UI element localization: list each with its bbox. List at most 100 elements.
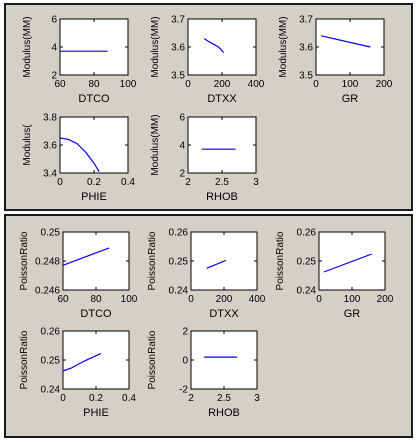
x-tick-label: 200 (376, 79, 393, 90)
y-axis-label: Modulus(MM) (278, 16, 289, 77)
y-tick-label: 3.8 (43, 113, 57, 124)
plot-area (62, 330, 130, 390)
y-axis-label: PoissonRatio (19, 231, 30, 290)
x-axis-label: RHOB (206, 191, 238, 203)
x-axis-label: GR (344, 308, 361, 320)
x-tick-label: 400 (249, 294, 266, 305)
series-line (320, 35, 371, 48)
y-tick-label: 3.5 (299, 71, 313, 82)
chart-rhob-bottom: 2 2.5 3 -2 0 2 RHOB PoissonRatio (147, 327, 260, 420)
x-tick-label: 0 (57, 177, 63, 188)
y-tick-label: 2 (51, 71, 57, 82)
plot-area (59, 116, 129, 174)
x-axis-label: PHIE (83, 407, 109, 419)
x-tick-label: 100 (342, 79, 359, 90)
y-tick-label: 2 (182, 327, 188, 338)
series-line (59, 137, 100, 172)
x-tick-label: 0.2 (87, 177, 101, 188)
chart-gr-top: 0 100 200 3.5 3.6 3.7 GR Modulus(MM) (278, 15, 393, 106)
y-tick-label: 3.6 (299, 43, 313, 54)
x-axis-label: GR (342, 93, 359, 105)
chart-gr-bottom: 0 100 200 0.24 0.25 0.26 GR PoissonRatio (275, 228, 394, 321)
y-tick-label: 3.6 (43, 141, 57, 152)
panel-poisson-ratio: 60 80 100 0.246 0.248 0.25 DTCO PoissonRatio 0 20… (4, 214, 413, 438)
chart-dtco-top: 60 80 100 2 4 6 DTCO Modulus(MM) (22, 15, 137, 106)
y-tick-label: 0.246 (35, 286, 60, 297)
x-tick-label: 3 (253, 177, 259, 188)
x-tick-label: 100 (344, 294, 361, 305)
x-tick-label: 0 (313, 79, 319, 90)
y-axis-label: Modulus( (22, 124, 33, 166)
chart-dtxx-bottom: 0 200 400 0.24 0.25 0.26 DTXX PoissonRatio (147, 228, 266, 321)
x-tick-label: 100 (121, 294, 138, 305)
y-axis-label: Modulus(MM) (22, 16, 33, 77)
y-tick-label: 3.5 (171, 71, 185, 82)
x-tick-label: 2 (185, 177, 191, 188)
x-tick-label: 0.2 (89, 393, 103, 404)
y-axis-label: Modulus(MM) (150, 16, 161, 77)
plot-area (59, 18, 129, 76)
y-tick-label: 0.25 (41, 228, 61, 239)
series-line (62, 247, 110, 266)
plot-area (315, 18, 385, 76)
plot-area (187, 18, 257, 76)
y-tick-label: 4 (179, 141, 185, 152)
y-tick-label: 0.25 (169, 257, 189, 268)
plot-area (190, 330, 258, 390)
panel-modulus: 60 80 100 2 4 6 DTCO Modulus(MM) 0 200 400 3.5 3.6 3.… (4, 3, 413, 211)
x-axis-label: PHIE (81, 191, 107, 203)
x-tick-label: 0 (188, 294, 194, 305)
y-tick-label: 2 (179, 169, 185, 180)
x-tick-label: 100 (120, 79, 137, 90)
y-tick-label: 0.25 (41, 356, 61, 367)
y-axis-label: Modulus(MM) (150, 114, 161, 175)
x-tick-label: 60 (54, 79, 66, 90)
x-tick-label: 200 (216, 294, 233, 305)
x-axis-label: RHOB (208, 407, 240, 419)
y-tick-label: 6 (51, 15, 57, 26)
x-axis-label: DTCO (80, 308, 112, 320)
y-tick-label: 3.7 (299, 15, 313, 26)
x-tick-label: 80 (90, 294, 102, 305)
chart-dtco-bottom: 60 80 100 0.246 0.248 0.25 DTCO PoissonRatio (19, 228, 138, 321)
x-tick-label: 2.5 (217, 393, 231, 404)
y-tick-label: 3.7 (171, 15, 185, 26)
y-tick-label: 0.24 (169, 286, 189, 297)
y-tick-label: 0.25 (297, 257, 317, 268)
y-tick-label: 4 (51, 43, 57, 54)
y-axis-label: PoissonRatio (147, 330, 158, 389)
x-axis-label: DTCO (78, 93, 110, 105)
y-tick-label: 0.24 (41, 385, 61, 396)
x-tick-label: 2.5 (215, 177, 229, 188)
y-axis-label: PoissonRatio (147, 231, 158, 290)
x-tick-label: 60 (57, 294, 69, 305)
y-tick-label: 3.4 (43, 169, 57, 180)
x-axis-label: DTXX (207, 93, 237, 105)
series-line (203, 38, 225, 54)
y-tick-label: -2 (179, 385, 188, 396)
chart-phie-top: 0 0.2 0.4 3.4 3.6 3.8 PHIE Modulus( (22, 113, 135, 204)
chart-dtxx-top: 0 200 400 3.5 3.6 3.7 DTXX Modulus(MM) (150, 15, 265, 106)
y-tick-label: 0 (182, 356, 188, 367)
y-tick-label: 0.24 (297, 286, 317, 297)
x-tick-label: 200 (214, 79, 231, 90)
x-tick-label: 200 (377, 294, 394, 305)
x-tick-label: 0 (60, 393, 66, 404)
x-tick-label: 3 (254, 393, 260, 404)
y-tick-label: 0.26 (297, 228, 317, 239)
y-tick-label: 6 (179, 113, 185, 124)
series-line (62, 353, 102, 372)
plot-area (187, 116, 257, 174)
x-tick-label: 0 (185, 79, 191, 90)
x-tick-label: 2 (188, 393, 194, 404)
y-axis-label: PoissonRatio (275, 231, 286, 290)
series-line (323, 253, 373, 273)
x-tick-label: 0.4 (122, 393, 136, 404)
chart-phie-bottom: 0 0.2 0.4 0.24 0.25 0.26 PHIE PoissonRatio (19, 327, 136, 420)
x-tick-label: 0.4 (121, 177, 135, 188)
y-tick-label: 3.6 (171, 43, 185, 54)
y-tick-label: 0.248 (35, 257, 60, 268)
y-tick-label: 0.26 (41, 327, 61, 338)
